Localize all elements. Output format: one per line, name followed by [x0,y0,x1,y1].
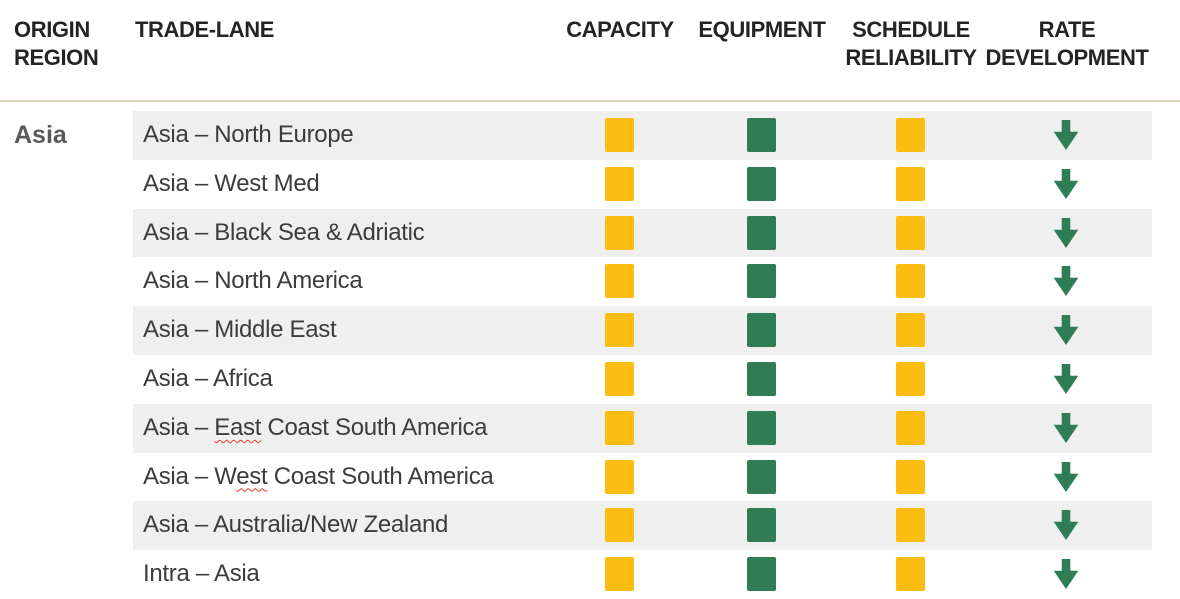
schedule-reliability-status-square [896,215,925,250]
trade-lane-label: Intra – Asia [143,560,260,588]
trade-lane-label: Asia – West Med [143,169,320,197]
trade-lane-text-segment: Coast South America [261,413,488,441]
rate-development-down-arrow-icon [1053,217,1079,248]
rate-development-down-arrow-icon [1053,510,1079,541]
table-row: Asia – Africa [133,355,1152,404]
capacity-status-square [605,264,634,299]
trade-lane-label: Asia – Middle East [143,316,337,344]
table-row: Asia – North Europe [133,111,1152,160]
equipment-status-square [747,459,776,494]
table-row: Asia – North America [133,257,1152,306]
trade-lane-label: Asia – North Europe [143,121,354,148]
column-header-capacity: CAPACITY [566,17,674,42]
rate-development-down-arrow-icon [1053,559,1079,590]
equipment-status-square [747,508,776,543]
equipment-status-square [747,410,776,445]
equipment-status-square [747,557,776,592]
trade-lane-text-segment: Asia – [143,413,215,441]
origin-region-label: Asia [14,121,67,149]
table-row: Asia – West Med [133,160,1152,209]
table-row: Asia – Black Sea & Adriatic [133,208,1152,258]
capacity-status-square [605,361,634,396]
trade-lane-label: Asia – East Coast South America [143,404,488,453]
equipment-status-square [747,215,776,250]
rate-development-down-arrow-icon [1053,315,1079,346]
schedule-reliability-status-square [896,118,925,152]
rate-development-down-arrow-icon [1053,266,1079,297]
table-row: Asia – East Coast South America [133,403,1152,453]
capacity-status-square [605,313,634,348]
equipment-status-square [747,118,776,152]
trade-lane-label: Asia – West Coast South America [143,453,494,502]
table-body: Asia – North Europe Asia – West Med Asia… [133,111,1152,599]
header-divider-line [0,100,1180,102]
spellcheck-flagged-word: East [214,413,262,441]
capacity-status-square [605,215,634,250]
schedule-reliability-status-square [896,508,925,543]
rate-development-down-arrow-icon [1053,363,1079,394]
schedule-reliability-status-square [896,166,925,201]
column-header-equipment: EQUIPMENT [698,17,826,42]
equipment-status-square [747,361,776,396]
schedule-reliability-status-square [896,557,925,592]
capacity-status-square [605,557,634,592]
schedule-reliability-status-square [896,410,925,445]
trade-lane-label: Asia – Black Sea & Adriatic [143,218,425,246]
capacity-status-square [605,410,634,445]
capacity-status-square [605,508,634,543]
equipment-status-square [747,313,776,348]
capacity-status-square [605,459,634,494]
column-header-origin-region: ORIGIN REGION [14,17,99,70]
table-row: Intra – Asia [133,550,1152,599]
trade-lane-text-segment: Coast South America [267,462,494,490]
table-row: Asia – West Coast South America [133,453,1152,502]
schedule-reliability-status-square [896,361,925,396]
rate-development-down-arrow-icon [1053,168,1079,199]
rate-development-down-arrow-icon [1053,120,1079,150]
trade-lane-label: Asia – North America [143,267,363,295]
trade-lane-label: Asia – Africa [143,364,273,392]
column-header-trade-lane: TRADE-LANE [135,17,274,42]
rate-development-down-arrow-icon [1053,461,1079,492]
table-row: Asia – Middle East [133,306,1152,355]
column-header-rate-development: RATE DEVELOPMENT [985,17,1149,70]
trade-lane-label: Asia – Australia/New Zealand [143,511,449,539]
column-header-schedule-reliability: SCHEDULE RELIABILITY [845,17,977,70]
schedule-reliability-status-square [896,459,925,494]
equipment-status-square [747,264,776,299]
rate-development-down-arrow-icon [1053,412,1079,443]
capacity-status-square [605,166,634,201]
schedule-reliability-status-square [896,264,925,299]
trade-lane-text-segment: Asia – W [143,462,237,490]
capacity-status-square [605,118,634,152]
equipment-status-square [747,166,776,201]
schedule-reliability-status-square [896,313,925,348]
spellcheck-flagged-word: est [236,462,268,490]
table-row: Asia – Australia/New Zealand [133,501,1152,551]
